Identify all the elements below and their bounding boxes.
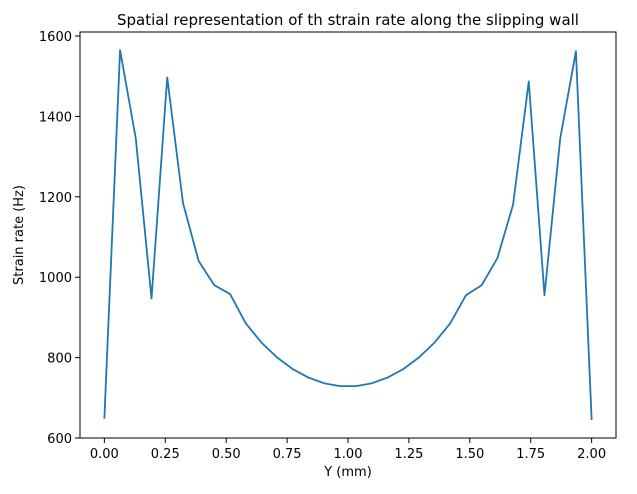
x-tick-label: 0.25 [151,447,180,462]
x-tick-label: 1.25 [394,447,423,462]
y-tick-label: 800 [47,352,72,367]
y-tick-label: 1600 [39,30,72,45]
y-tick-label: 1400 [39,110,72,125]
x-axis-label: Y (mm) [323,465,372,480]
axes-frame [79,31,617,439]
x-tick-label: 2.00 [577,447,606,462]
y-tick-label: 1200 [39,191,72,206]
y-tick-label: 600 [47,432,72,447]
x-tick-label: 0.50 [212,447,241,462]
plot-area: 0.00 0.25 0.50 0.75 1.00 1.25 1.50 1.75 2.00 600 8… [39,30,617,462]
x-tick-label: 0.00 [90,447,119,462]
x-tick-label: 1.00 [334,447,363,462]
x-tick-label: 0.75 [273,447,302,462]
y-axis-label: Strain rate (Hz) [12,185,27,285]
y-tick-label: 1000 [39,271,72,286]
chart-title: Spatial representation of th strain rate… [117,11,579,29]
x-tick-label: 1.50 [455,447,484,462]
x-tick-label: 1.75 [516,447,545,462]
series-line-0 [103,49,593,420]
